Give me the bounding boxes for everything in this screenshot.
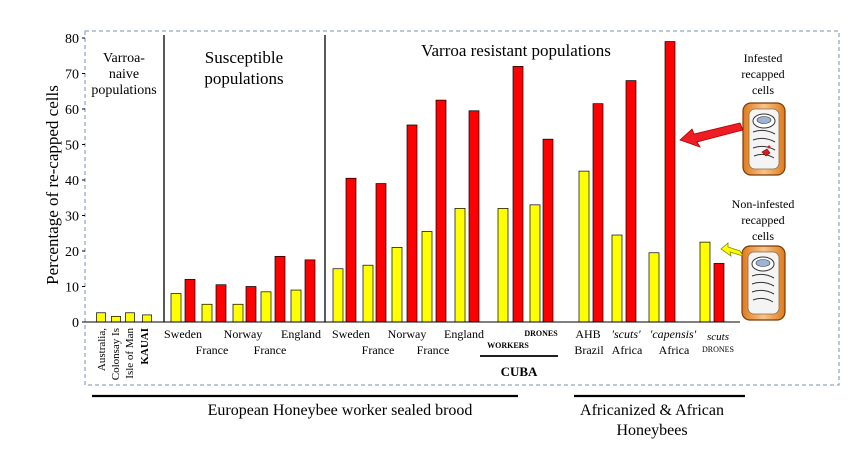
bar-yellow-1	[111, 315, 121, 323]
cat-label-brazil: Brazil	[574, 343, 604, 357]
naive-label-kauai: KAUAI	[139, 328, 151, 365]
infested-arrow	[679, 122, 744, 148]
y-tick-label: 0	[72, 316, 79, 331]
y-axis-label: Percentage of re-capped cells	[43, 85, 62, 285]
plot-frame	[84, 30, 840, 386]
cat-label-norway-1: Norway	[224, 327, 263, 341]
bar-red-9	[245, 286, 257, 323]
bar-red-11	[274, 255, 286, 323]
bar-red-33	[664, 41, 676, 323]
cat-label-sweden-2: Sweden	[332, 327, 370, 341]
cat-label-drones: DRONES	[524, 329, 558, 338]
bar-yellow-0	[96, 312, 106, 323]
y-tick-label: 30	[65, 210, 79, 225]
bar-red-25	[512, 66, 524, 323]
bar-red-23	[468, 110, 480, 323]
bar-yellow-6	[201, 303, 213, 323]
group-label-african-line1: Africanized & African	[580, 402, 724, 419]
bar-yellow-24	[497, 208, 509, 323]
section-susceptible-line1: Susceptible	[205, 48, 283, 67]
bar-yellow-28	[578, 170, 590, 323]
bar-yellow-18	[391, 247, 403, 323]
annotation-infested-line2: recapped	[741, 67, 784, 81]
non-infested-cell-icon	[741, 245, 786, 321]
bar-red-7	[215, 284, 227, 323]
section-naive-line2: naive	[109, 67, 139, 82]
cat-label-france-2: France	[254, 343, 287, 357]
bar-yellow-8	[232, 303, 244, 323]
cat-label-scuts-drones-2: DRONES	[702, 345, 734, 354]
bar-yellow-16	[362, 264, 374, 323]
bar-red-19	[406, 124, 418, 323]
infested-cell-icon	[742, 102, 786, 176]
bar-yellow-14	[332, 268, 344, 323]
section-resistant: Varroa resistant populations	[421, 41, 611, 60]
cat-label-france-4: France	[417, 343, 450, 357]
cat-label-ahb: AHB	[575, 327, 600, 341]
bar-yellow-20	[421, 231, 433, 323]
naive-label-isle-of-man: Isle of Man	[124, 328, 136, 379]
cat-label-norway-2: Norway	[388, 327, 427, 341]
annotation-infested-line1: Infested	[744, 51, 783, 65]
naive-label-colonsay: Colonsay Is	[110, 328, 122, 380]
y-tick-label: 60	[65, 103, 79, 118]
bars	[96, 41, 725, 323]
bar-yellow-10	[260, 291, 272, 323]
cat-label-africa-1: Africa	[612, 343, 643, 357]
bar-yellow-12	[290, 289, 302, 323]
bar-red-15	[345, 177, 357, 323]
cat-label-france-1: France	[196, 343, 229, 357]
cat-label-sweden-1: Sweden	[164, 327, 202, 341]
cat-label-capensis: 'capensis'	[650, 327, 697, 341]
bar-yellow-30	[611, 234, 623, 323]
group-label-cuba: CUBA	[501, 364, 538, 379]
bar-red-5	[184, 279, 196, 323]
cat-label-workers: WORKERS	[487, 341, 529, 350]
y-tick-label: 80	[65, 32, 79, 47]
section-naive-line3: populations	[91, 83, 156, 98]
y-tick-label: 70	[65, 68, 79, 83]
bar-red-29	[592, 103, 604, 323]
bar-red-21	[435, 99, 447, 323]
cat-label-england-1: England	[281, 327, 321, 341]
non-infested-arrow	[720, 242, 744, 257]
cat-label-africa-2: Africa	[659, 343, 690, 357]
bar-yellow-3	[142, 314, 152, 323]
cat-label-scuts-drones: scuts	[707, 331, 729, 343]
bar-red-31	[625, 80, 637, 323]
y-tick-label: 20	[65, 245, 79, 260]
annotation-non-infested-line2: recapped	[741, 213, 784, 227]
bar-red-17	[375, 183, 387, 323]
bar-yellow-34	[699, 241, 711, 323]
bar-yellow-4	[170, 293, 182, 323]
y-tick-label: 40	[65, 174, 79, 189]
annotation-non-infested-line3: cells	[752, 229, 774, 243]
bar-red-27	[542, 138, 554, 323]
cat-label-scuts: 'scuts'	[611, 327, 641, 341]
bar-yellow-22	[454, 208, 466, 323]
cat-label-france-3: France	[362, 343, 395, 357]
cat-label-england-2: England	[444, 327, 484, 341]
annotation-infested-line3: cells	[752, 83, 774, 97]
section-naive-line1: Varroa-	[103, 51, 145, 66]
annotation-non-infested-line1: Non-infested	[732, 197, 795, 211]
group-label-african-line2: Honeybees	[616, 422, 687, 439]
y-ticks: 0 10 20 30 40 50 60 70 80	[65, 32, 85, 331]
bar-yellow-26	[529, 204, 541, 323]
bar-yellow-32	[648, 252, 660, 323]
bar-red-35	[713, 263, 725, 323]
y-tick-label: 50	[65, 139, 79, 154]
bar-red-13	[304, 259, 316, 323]
naive-label-australia: Australia,	[96, 328, 108, 371]
section-susceptible-line2: populations	[204, 69, 283, 88]
group-label-european: European Honeybee worker sealed brood	[208, 402, 473, 419]
y-tick-label: 10	[65, 281, 79, 296]
bar-yellow-2	[125, 312, 135, 323]
